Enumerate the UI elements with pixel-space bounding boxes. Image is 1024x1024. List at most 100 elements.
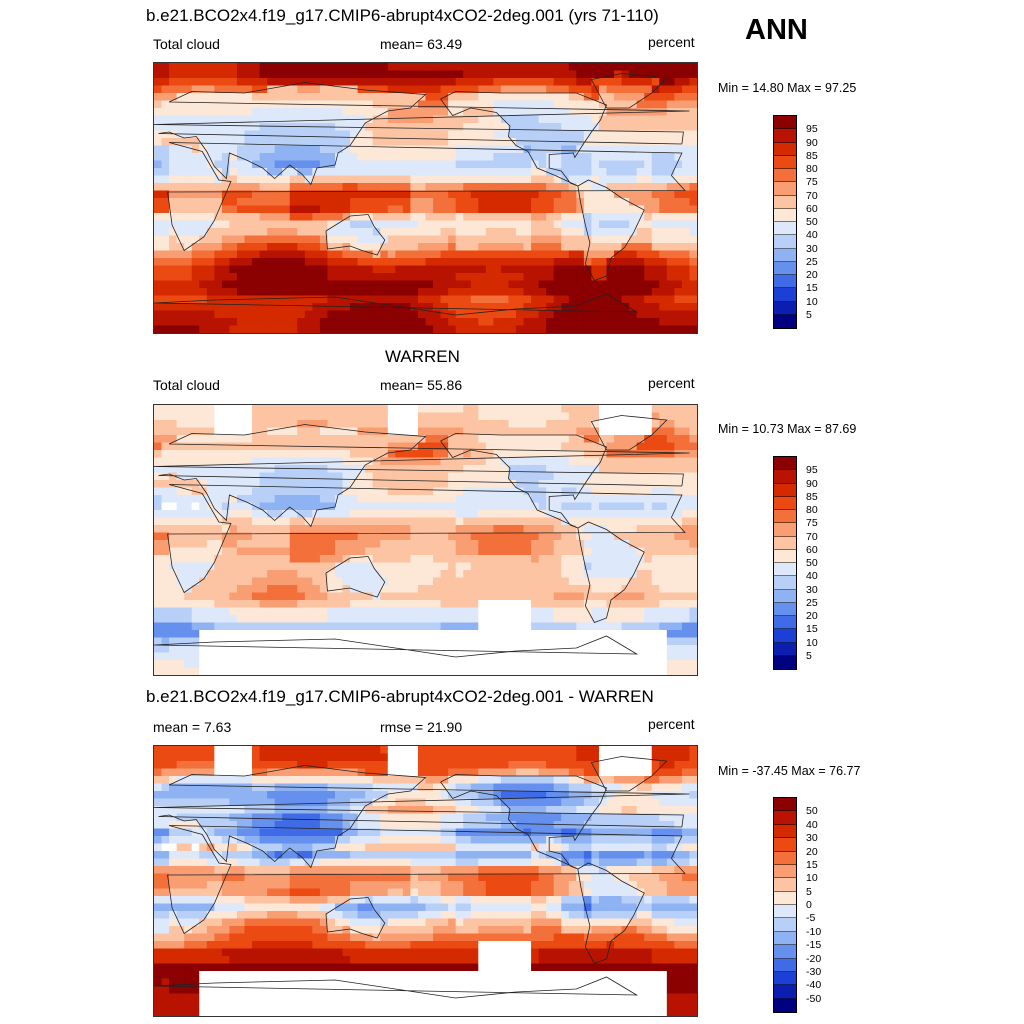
map-cell — [214, 77, 223, 87]
map-cell — [546, 592, 555, 601]
map-cell — [191, 100, 200, 109]
map-cell — [666, 280, 675, 289]
map-cell — [199, 427, 208, 436]
map-cell — [365, 198, 374, 207]
map-cell — [485, 205, 494, 214]
map-cell — [576, 464, 585, 474]
map-cell — [433, 495, 442, 504]
map-cell — [380, 183, 389, 192]
map-cell — [304, 592, 313, 601]
map-cell — [614, 175, 623, 184]
map-cell — [221, 77, 231, 87]
map-cell — [478, 607, 487, 616]
map-cell — [666, 220, 675, 229]
map-cell — [531, 577, 540, 586]
map-cell — [402, 295, 412, 304]
map-cell — [659, 220, 668, 229]
map-cell — [410, 190, 419, 199]
map-cell — [493, 310, 502, 319]
map-cell — [470, 547, 479, 556]
map-cell — [448, 77, 457, 87]
map-cell — [591, 592, 600, 601]
map-cell — [342, 622, 351, 631]
map-cell — [161, 569, 170, 579]
map-cell — [523, 577, 532, 586]
map-cell — [583, 153, 593, 162]
map-cell — [350, 630, 359, 639]
map-cell — [689, 273, 697, 282]
coastline — [325, 214, 386, 256]
map-cell — [606, 205, 615, 214]
map-cell — [598, 502, 608, 511]
map-cell — [531, 227, 540, 237]
map-cell — [561, 153, 570, 162]
map-cell — [606, 427, 615, 436]
map-cell — [651, 599, 660, 609]
map-cell — [387, 70, 396, 79]
map-cell — [380, 449, 389, 459]
map-cell — [425, 434, 434, 444]
map-cell — [327, 517, 336, 526]
map-cell — [463, 257, 472, 267]
map-cell — [674, 138, 683, 147]
map-cell — [236, 198, 246, 207]
map-cell — [206, 630, 215, 639]
map-cell — [410, 63, 419, 72]
map-cell — [252, 70, 261, 79]
map-cell — [614, 250, 623, 259]
map-cell — [236, 562, 246, 571]
map-cell — [244, 645, 253, 654]
map-cell — [508, 175, 517, 184]
map-cell — [206, 160, 215, 169]
map-cell — [221, 442, 231, 451]
map-cell — [644, 325, 653, 333]
map-cell — [319, 160, 329, 169]
map-cell — [304, 265, 313, 274]
map-cell — [289, 168, 298, 177]
map-cell — [229, 235, 238, 244]
map-cell — [417, 405, 427, 414]
map-cell — [576, 280, 585, 289]
map-cell — [644, 599, 653, 609]
map-cell — [500, 220, 510, 229]
map-cell — [312, 257, 321, 267]
map-cell — [629, 295, 638, 304]
map-cell — [666, 525, 675, 534]
map-cell — [372, 464, 381, 474]
map-cell — [199, 630, 208, 639]
map-cell — [629, 615, 638, 624]
map-cell — [410, 183, 419, 192]
map-cell — [191, 273, 200, 282]
map-cell — [470, 310, 479, 319]
map-cell — [523, 540, 532, 549]
map-cell — [191, 227, 200, 237]
map-cell — [357, 562, 366, 571]
map-cell — [410, 630, 419, 639]
map-cell — [282, 227, 291, 237]
map-cell — [154, 427, 163, 436]
map-cell — [508, 472, 517, 481]
map-cell — [206, 464, 215, 474]
map-cell — [568, 310, 577, 319]
map-cell — [357, 175, 366, 184]
map-cell — [674, 434, 683, 444]
map-cell — [470, 183, 479, 192]
map-cell — [169, 622, 178, 631]
map-cell — [681, 472, 691, 481]
map-cell — [553, 615, 562, 624]
map-cell — [417, 584, 427, 594]
map-cell — [500, 122, 510, 132]
map-cell — [319, 502, 329, 511]
map-cell — [508, 295, 517, 304]
map-cell — [184, 63, 193, 72]
map-cell — [568, 525, 577, 534]
map-cell — [583, 250, 593, 259]
map-cell — [485, 547, 494, 556]
map-cell — [448, 138, 457, 147]
map-cell — [365, 434, 374, 444]
map-cell — [154, 517, 163, 526]
map-cell — [319, 480, 329, 489]
map-cell — [425, 190, 434, 199]
map-cell — [267, 257, 276, 267]
map-cell — [546, 288, 555, 297]
